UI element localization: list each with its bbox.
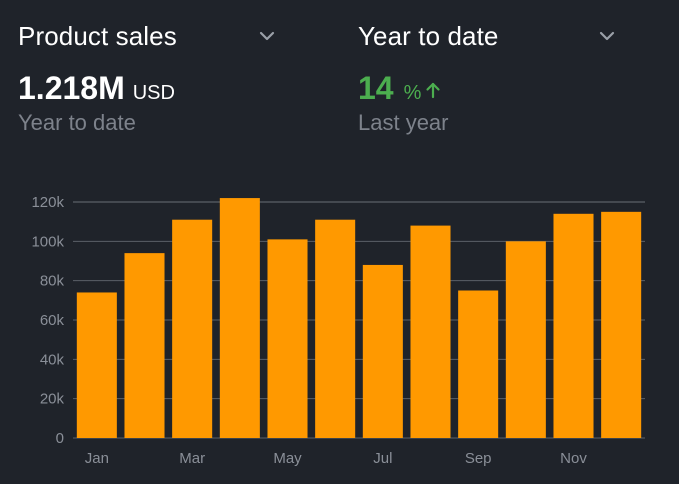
- x-tick-label: Sep: [465, 450, 492, 467]
- y-tick-label: 0: [56, 430, 64, 447]
- sales-value: 1.218M: [18, 70, 125, 106]
- y-tick-label: 100k: [31, 233, 64, 250]
- x-tick-label: Jul: [373, 450, 392, 467]
- grid-lines: [73, 201, 645, 439]
- y-tick-label: 60k: [40, 312, 65, 329]
- growth-value: 14: [358, 70, 394, 106]
- x-tick-label: May: [273, 450, 302, 467]
- x-tick-label: Jan: [85, 450, 109, 467]
- y-tick-label: 20k: [40, 391, 65, 408]
- bar-may[interactable]: [267, 239, 308, 438]
- x-tick-label: Nov: [560, 450, 587, 467]
- bar-jan[interactable]: [76, 292, 117, 438]
- y-tick-label: 80k: [40, 273, 65, 290]
- chevron-down-icon: [259, 31, 275, 41]
- sales-unit: USD: [132, 82, 175, 104]
- y-tick-label: 120k: [31, 194, 64, 211]
- bar-jun[interactable]: [315, 219, 356, 438]
- bar-jul[interactable]: [362, 264, 403, 438]
- growth-unit: %: [403, 82, 422, 104]
- bar-apr[interactable]: [219, 198, 260, 438]
- bar-mar[interactable]: [172, 219, 213, 438]
- bar-oct[interactable]: [505, 241, 546, 438]
- sales-metric: 1.218M USD: [18, 70, 175, 107]
- bar-feb[interactable]: [124, 253, 165, 438]
- bar-nov[interactable]: [553, 213, 594, 438]
- bars: [76, 198, 642, 439]
- growth-metric: 14 %: [358, 70, 441, 107]
- sales-period-label: Year to date: [18, 110, 136, 135]
- chevron-down-icon: [599, 31, 615, 41]
- x-tick-label: Mar: [179, 450, 205, 467]
- bar-dec[interactable]: [601, 211, 642, 438]
- arrow-up-icon: [426, 82, 440, 99]
- product-sales-dropdown-label: Product sales: [18, 20, 177, 51]
- period-dropdown-label: Year to date: [358, 20, 499, 51]
- comparison-period-label: Last year: [358, 110, 449, 135]
- period-dropdown[interactable]: Year to date: [358, 18, 618, 54]
- axis-labels: 0 20k 40k 60k 80k 100k 120k Jan Mar May Jul Sep Nov: [31, 194, 587, 467]
- bar-sep[interactable]: [458, 290, 499, 439]
- product-sales-dropdown[interactable]: Product sales: [18, 18, 278, 54]
- bar-aug[interactable]: [410, 225, 451, 438]
- y-tick-label: 40k: [40, 351, 65, 368]
